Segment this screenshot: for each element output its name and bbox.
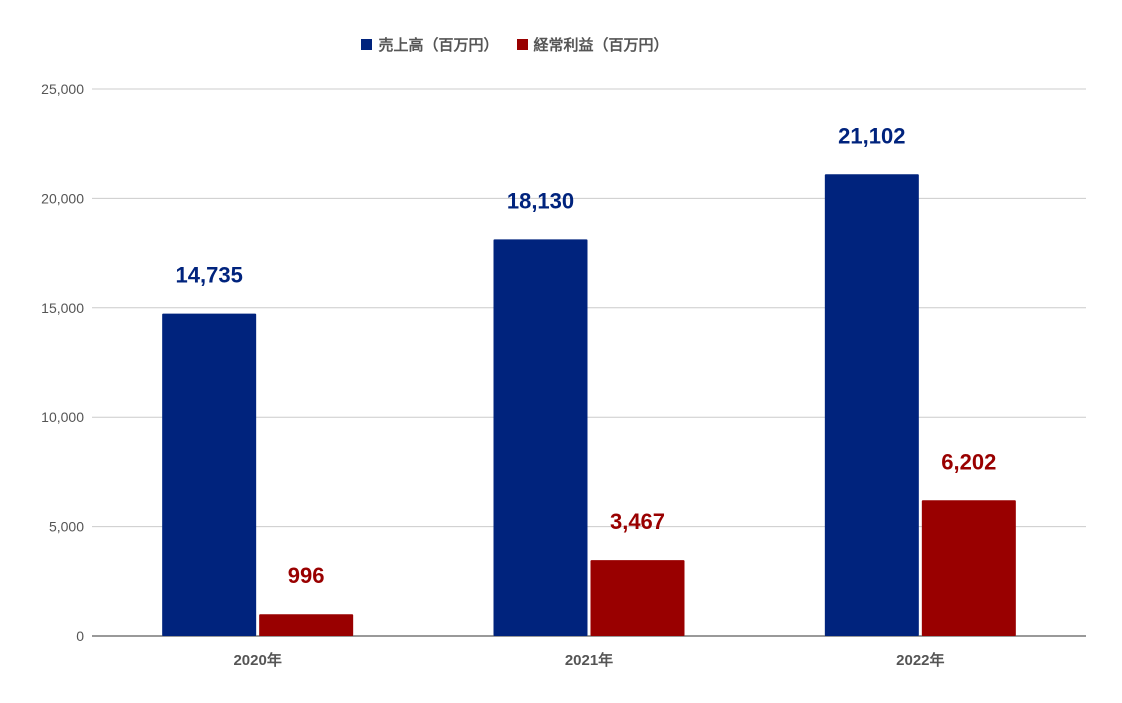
legend-label-sales: 売上高（百万円） (378, 37, 499, 54)
data-label-sales: 14,735 (176, 263, 243, 288)
y-tick-label: 5,000 (49, 519, 84, 535)
y-tick-label: 20,000 (41, 190, 84, 206)
legend-item-sales: 売上高（百万円） (361, 34, 499, 55)
legend: 売上高（百万円） 経常利益（百万円） (0, 34, 1030, 55)
bar-ordinary-profit (921, 500, 1016, 636)
y-tick-label: 25,000 (41, 81, 84, 97)
legend-swatch-sales (361, 39, 373, 50)
bar-ordinary-profit (590, 560, 685, 636)
data-label-sales: 18,130 (507, 188, 574, 213)
legend-label-ordinary-profit: 経常利益（百万円） (533, 37, 669, 54)
x-tick-label: 2020年 (233, 651, 281, 669)
bar-sales (162, 313, 257, 636)
data-label-ordinary-profit: 3,467 (610, 509, 665, 534)
x-tick-label: 2021年 (565, 651, 613, 669)
bar-sales (493, 239, 588, 636)
y-tick-label: 10,000 (41, 409, 84, 425)
y-tick-label: 0 (76, 628, 84, 644)
bar-ordinary-profit (259, 614, 354, 636)
bar-sales (824, 174, 919, 636)
data-label-ordinary-profit: 996 (288, 563, 325, 588)
x-tick-label: 2022年 (896, 651, 944, 669)
legend-swatch-ordinary-profit (516, 39, 528, 50)
data-label-sales: 21,102 (838, 123, 905, 148)
legend-item-ordinary-profit: 経常利益（百万円） (516, 34, 669, 55)
y-tick-label: 15,000 (41, 300, 84, 316)
data-label-ordinary-profit: 6,202 (941, 449, 996, 474)
